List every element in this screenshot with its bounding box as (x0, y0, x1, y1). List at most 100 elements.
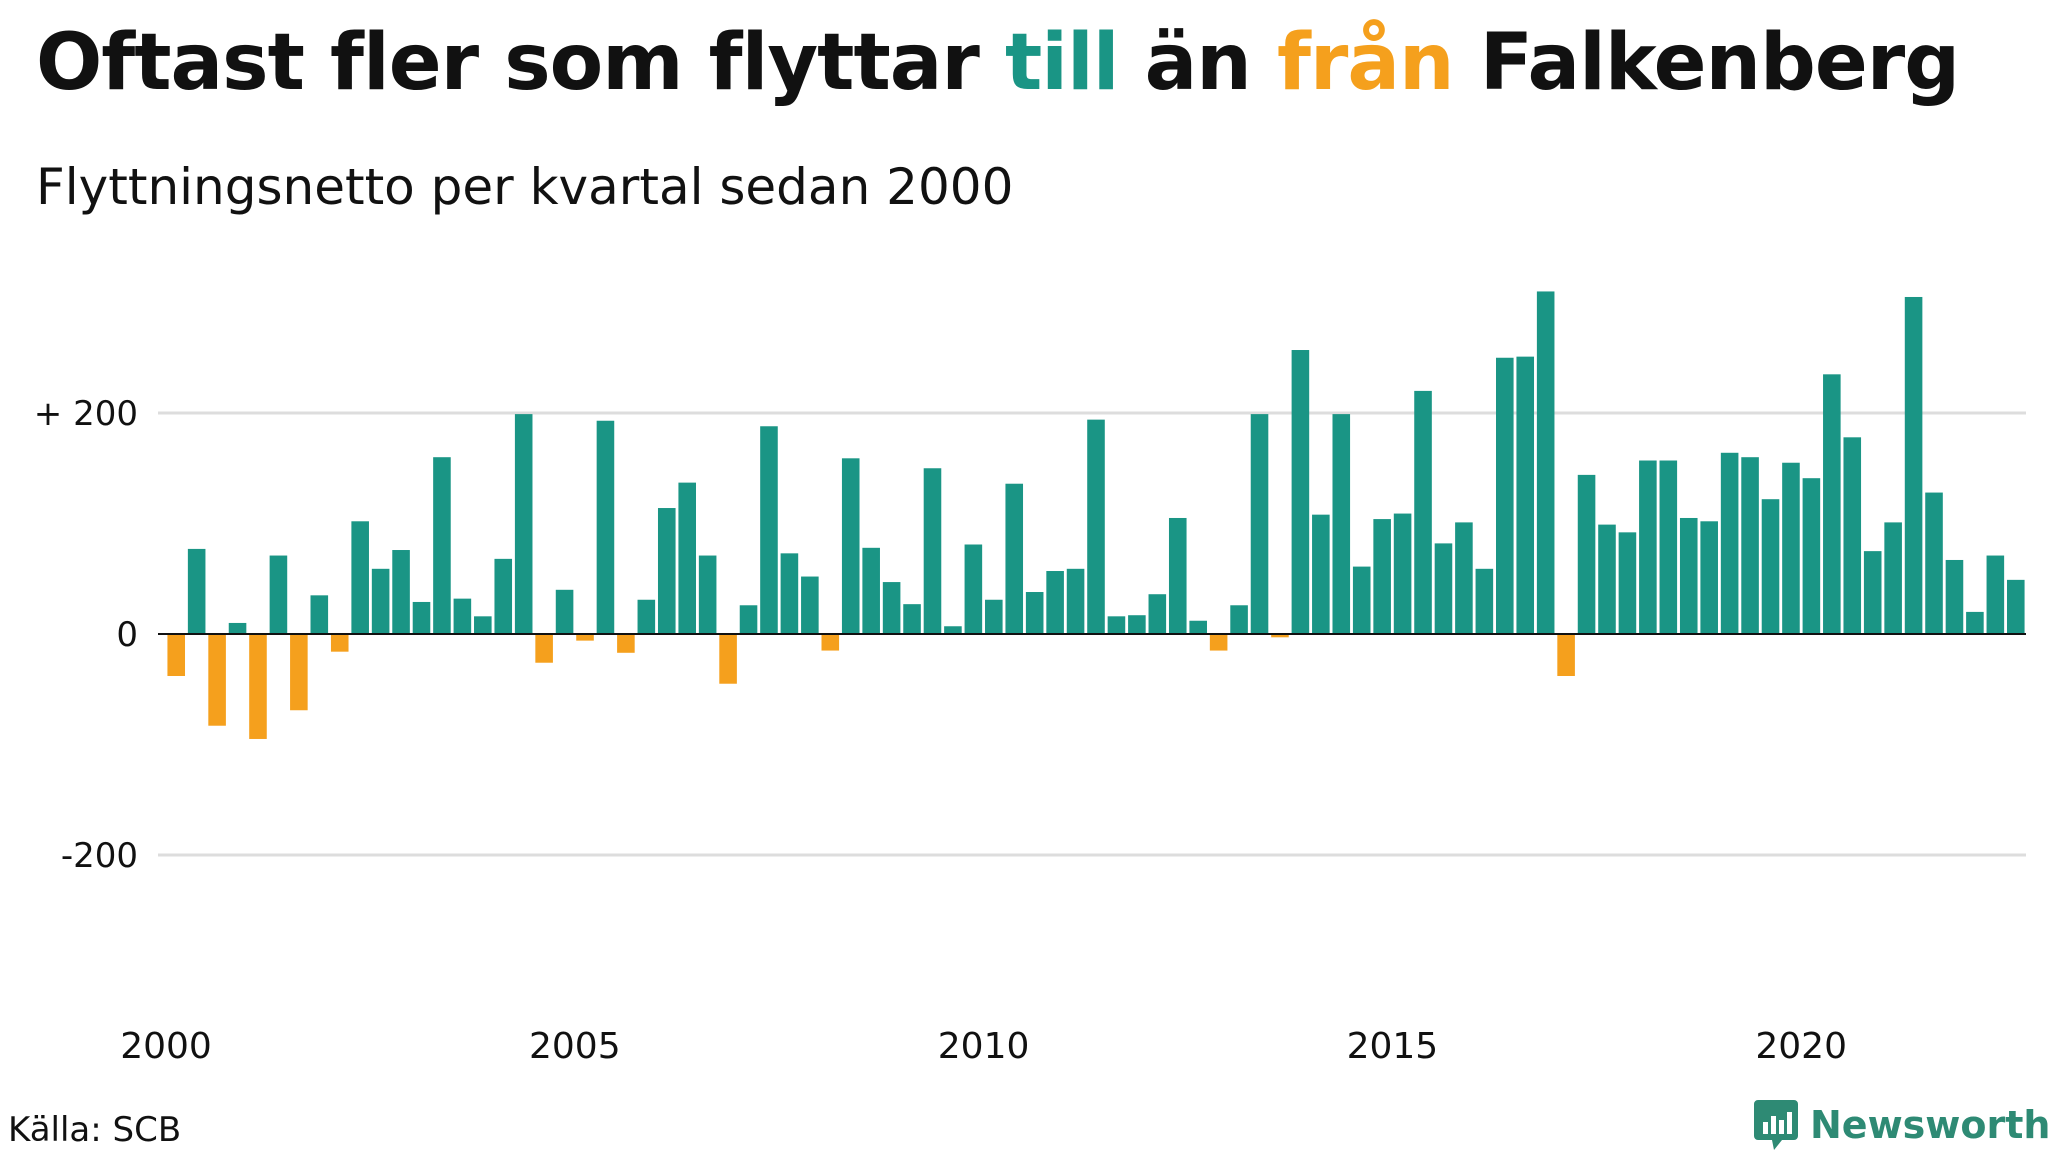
bar (1802, 478, 1821, 634)
x-tick-label: 2005 (529, 1026, 621, 1067)
bar (1087, 419, 1105, 634)
bar (841, 458, 860, 634)
bar (1536, 291, 1555, 634)
bar (310, 595, 329, 634)
brand-name: Newsworthy (1810, 1103, 2048, 1147)
bar (330, 634, 349, 652)
title-part-3: Falkenberg (1453, 18, 1960, 108)
bar (1005, 483, 1024, 634)
bar (923, 468, 942, 634)
bar (1557, 634, 1575, 676)
bar (739, 605, 758, 634)
brand-logo: Newsworthy (1752, 1098, 2048, 1152)
bar (1659, 460, 1678, 634)
bar (514, 414, 533, 635)
bar (1373, 519, 1391, 634)
bar (249, 634, 267, 739)
title-till-word: till (1005, 18, 1119, 108)
y-axis-labels: + 200 0 -200 (34, 394, 138, 876)
bar (1700, 521, 1718, 634)
source-label: Källa: SCB (8, 1110, 182, 1150)
bar (1128, 615, 1146, 635)
bar (494, 558, 513, 634)
bar (228, 622, 247, 634)
bar (760, 426, 778, 634)
bar (780, 553, 799, 634)
bar (1434, 543, 1453, 634)
bar (1414, 390, 1432, 634)
bar (1925, 492, 1943, 634)
bar (1066, 568, 1085, 634)
bar (371, 568, 390, 634)
bar (1741, 457, 1759, 634)
bar (801, 576, 819, 634)
bar (862, 547, 880, 634)
bar (1843, 437, 1862, 634)
bar (1107, 616, 1126, 634)
bar (1761, 499, 1780, 634)
bar (1271, 634, 1289, 638)
bar (1189, 620, 1207, 634)
bar (1312, 514, 1330, 634)
bar (985, 599, 1003, 635)
bar (1209, 634, 1228, 651)
chart-subtitle: Flyttningsnetto per kvartal sedan 2000 (36, 158, 1014, 216)
x-tick-label: 2020 (1755, 1026, 1847, 1067)
chart-title: Oftast fler som flyttar till än från Fal… (36, 18, 1960, 108)
bar (1782, 462, 1800, 635)
bar (167, 634, 186, 676)
bar (1863, 551, 1882, 635)
bar (535, 634, 553, 663)
bar (1577, 474, 1596, 634)
bar (1332, 414, 1351, 635)
x-axis-labels: 2000 2005 2010 2015 2020 (120, 1026, 1847, 1067)
newsworthy-icon (1754, 1100, 1798, 1150)
bar-chart: + 200 0 -200 2000 2005 2010 2015 2020 (34, 291, 2026, 1067)
bar (1618, 532, 1637, 634)
bar (944, 626, 962, 634)
bar (1945, 559, 1964, 634)
bar (1679, 517, 1698, 634)
bar (637, 599, 656, 635)
bar (208, 634, 226, 726)
y-tick-label: -200 (61, 836, 138, 876)
bar (1639, 460, 1657, 634)
bar (1025, 592, 1044, 634)
bar (657, 508, 676, 634)
bar (412, 601, 431, 635)
gridlines (158, 411, 2026, 857)
title-fran-word: från (1277, 18, 1455, 108)
bar (617, 634, 635, 653)
bar (433, 457, 451, 634)
bar (1823, 374, 1841, 634)
bar (351, 521, 369, 634)
x-tick-label: 2000 (120, 1026, 212, 1067)
bar (882, 582, 901, 635)
bar (1496, 357, 1514, 634)
x-tick-label: 2015 (1347, 1026, 1439, 1067)
x-tick-label: 2010 (938, 1026, 1030, 1067)
bar (596, 420, 615, 634)
bar (1352, 566, 1371, 635)
bar (269, 555, 288, 634)
bar (1291, 350, 1310, 634)
bar (1168, 517, 1187, 634)
bar (1475, 568, 1494, 634)
title-part-2: än (1118, 18, 1277, 108)
bar (1884, 522, 1902, 634)
bar (555, 589, 574, 634)
bar (1046, 571, 1064, 634)
bars (167, 291, 2025, 739)
bar (1904, 296, 1923, 634)
bar (453, 598, 472, 634)
bar (1516, 356, 1535, 634)
bar (1966, 611, 1984, 634)
bar (474, 616, 492, 634)
bar (1393, 513, 1412, 634)
y-tick-label: 0 (116, 615, 138, 655)
title-part-1: Oftast fler som flyttar (36, 18, 1006, 108)
bar (903, 604, 921, 634)
bar (1230, 605, 1248, 634)
bar (678, 482, 696, 634)
bar (1598, 524, 1616, 634)
